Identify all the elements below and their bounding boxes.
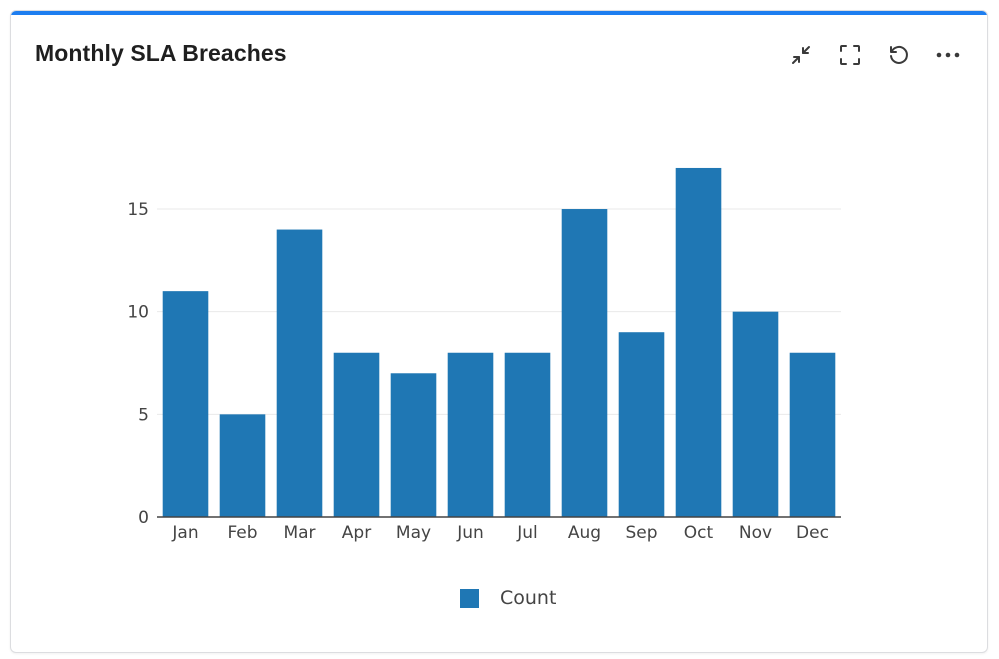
- x-tick-label: Jun: [456, 523, 484, 543]
- bar-dec: [789, 352, 836, 517]
- x-tick-label: Mar: [283, 523, 315, 543]
- y-tick-label: 10: [127, 303, 149, 323]
- chart-card: Monthly SLA Breaches: [10, 10, 988, 653]
- bar-nov: [732, 311, 779, 517]
- x-tick-label: Jan: [171, 523, 198, 543]
- bar-sep: [618, 332, 665, 517]
- chart-legend[interactable]: Count: [460, 587, 556, 609]
- fullscreen-icon: [838, 43, 862, 67]
- refresh-icon: [887, 43, 911, 67]
- y-tick-label: 5: [138, 405, 149, 425]
- x-tick-label: Dec: [796, 523, 829, 543]
- y-tick-label: 15: [127, 200, 149, 220]
- bar-apr: [333, 352, 380, 517]
- x-tick-label: Apr: [342, 523, 371, 543]
- x-tick-label: May: [396, 523, 431, 543]
- bar-oct: [675, 167, 722, 517]
- chart-area: 0 5 10 15 Jan Feb Mar Apr May Jun Jul Aug Sep Oct Nov D…: [11, 11, 987, 652]
- collapse-icon: [789, 43, 813, 67]
- bar-jul: [504, 352, 551, 517]
- bar-jun: [447, 352, 494, 517]
- y-tick-label: 0: [138, 508, 149, 528]
- legend-label-count: Count: [500, 587, 557, 609]
- card-toolbar: [787, 41, 962, 69]
- collapse-button[interactable]: [787, 41, 815, 69]
- bar-may: [390, 373, 437, 517]
- x-tick-label: Aug: [568, 523, 601, 543]
- x-tick-label: Oct: [684, 523, 714, 543]
- x-tick-label: Sep: [625, 523, 657, 543]
- bar-chart: 0 5 10 15 Jan Feb Mar Apr May Jun Jul Aug Sep Oct Nov D…: [127, 167, 841, 543]
- x-tick-label: Feb: [227, 523, 257, 543]
- legend-swatch-count: [460, 588, 479, 608]
- bar-jan: [162, 291, 209, 517]
- fullscreen-button[interactable]: [836, 41, 864, 69]
- refresh-button[interactable]: [885, 41, 913, 69]
- x-tick-label: Jul: [516, 523, 538, 543]
- card-title: Monthly SLA Breaches: [35, 40, 287, 66]
- bar-mar: [276, 229, 323, 517]
- more-icon: [935, 43, 961, 67]
- bar-feb: [219, 414, 266, 517]
- bar-aug: [561, 209, 608, 517]
- more-button[interactable]: [934, 41, 962, 69]
- x-tick-label: Nov: [739, 523, 772, 543]
- card-accent-bar: [11, 11, 987, 15]
